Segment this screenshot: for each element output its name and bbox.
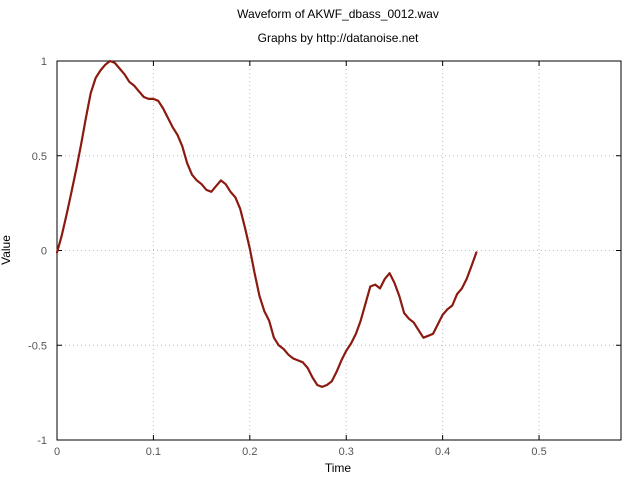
x-tick-label: 0.5 [531,446,546,458]
y-tick-label: -0.5 [28,340,47,352]
x-tick-label: 0 [54,446,60,458]
x-axis-label: Time [325,461,352,475]
y-tick-label: 0.5 [32,151,47,163]
x-tick-label: 0.4 [435,446,450,458]
chart-title: Waveform of AKWF_dbass_0012.wav [237,7,439,21]
chart-subtitle: Graphs by http://datanoise.net [258,31,419,45]
y-tick-label: 0 [41,246,47,258]
grid [56,60,621,441]
y-tick-label: 1 [41,56,47,68]
axis-ticks: 0 0.1 0.2 0.3 0.4 0.5 -1 -0.5 0 0.5 1 [28,56,621,458]
x-tick-label: 0.1 [146,446,161,458]
x-tick-label: 0.3 [339,446,354,458]
y-axis-label: Value [0,235,13,265]
series-line [55,59,478,388]
y-tick-label: -1 [37,435,47,447]
x-tick-label: 0.2 [242,446,257,458]
